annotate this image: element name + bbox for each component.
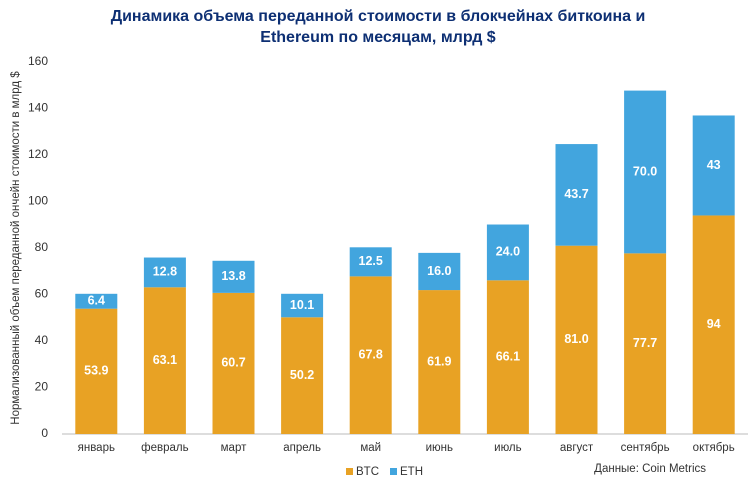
bar-segment [349, 247, 392, 277]
source-note: Данные: Coin Metrics [594, 463, 706, 475]
value-label: 81.0 [564, 332, 588, 346]
value-label: 12.8 [153, 265, 177, 279]
bar-segment [143, 287, 186, 434]
legend-label: BTC [356, 466, 379, 478]
value-label: 77.7 [633, 336, 657, 350]
y-tick-label: 80 [35, 240, 49, 254]
x-tick-label: апрель [283, 442, 321, 454]
value-label: 60.7 [221, 356, 245, 370]
y-tick-label: 100 [28, 194, 48, 208]
value-label: 12.5 [359, 254, 383, 268]
x-tick-label: январь [78, 442, 115, 454]
legend-swatch [346, 468, 353, 475]
value-label: 63.1 [153, 353, 177, 367]
bar-segment [212, 260, 255, 293]
x-tick-label: октябрь [693, 442, 735, 454]
value-label: 24.0 [496, 245, 520, 259]
y-tick-label: 20 [35, 380, 49, 394]
value-label: 67.8 [359, 347, 383, 361]
y-tick-label: 60 [35, 287, 49, 301]
value-label: 43.7 [564, 187, 588, 201]
bar-segment [281, 317, 324, 434]
value-label: 10.1 [290, 298, 314, 312]
x-tick-label: май [360, 442, 381, 454]
bar-segment [486, 280, 529, 434]
x-tick-label: март [221, 442, 247, 454]
value-label: 13.8 [221, 269, 245, 283]
bar-segment [624, 253, 667, 434]
value-label: 66.1 [496, 349, 520, 363]
y-tick-label: 120 [28, 147, 48, 161]
bar-segment [418, 252, 461, 291]
x-tick-label: февраль [141, 442, 188, 454]
value-label: 43 [707, 158, 721, 172]
bar-segment [624, 90, 667, 254]
value-label: 6.4 [88, 294, 105, 308]
value-label: 61.9 [427, 354, 451, 368]
bar-segment [349, 276, 392, 434]
y-tick-label: 40 [35, 333, 49, 347]
x-tick-label: сентябрь [621, 442, 670, 454]
value-label: 16.0 [427, 264, 451, 278]
chart-title: Динамика объема переданной стоимости в б… [110, 8, 646, 46]
legend-label: ETH [400, 466, 423, 478]
x-tick-label: август [560, 442, 594, 454]
bar-segment [75, 308, 118, 434]
bar-segment [555, 245, 598, 434]
bar-segment [212, 292, 255, 434]
y-tick-label: 140 [28, 101, 48, 115]
y-axis-label: Нормализованный объем переданной ончейн … [10, 71, 22, 425]
bar-segment [281, 293, 324, 318]
value-label: 50.2 [290, 368, 314, 382]
y-tick-label: 160 [28, 54, 48, 68]
bar-segment [555, 144, 598, 246]
bar-segment [692, 115, 735, 216]
y-tick-label: 0 [41, 426, 48, 440]
bar-segment [143, 257, 186, 288]
value-label: 53.9 [84, 364, 108, 378]
bar-segment [418, 290, 461, 434]
x-tick-label: июнь [426, 442, 453, 454]
legend-swatch [390, 468, 397, 475]
value-label: 94 [707, 317, 721, 331]
bar-segment [486, 224, 529, 281]
bar-segment [75, 293, 118, 309]
x-tick-label: июль [494, 442, 522, 454]
value-label: 70.0 [633, 164, 657, 178]
bar-segment [692, 215, 735, 434]
